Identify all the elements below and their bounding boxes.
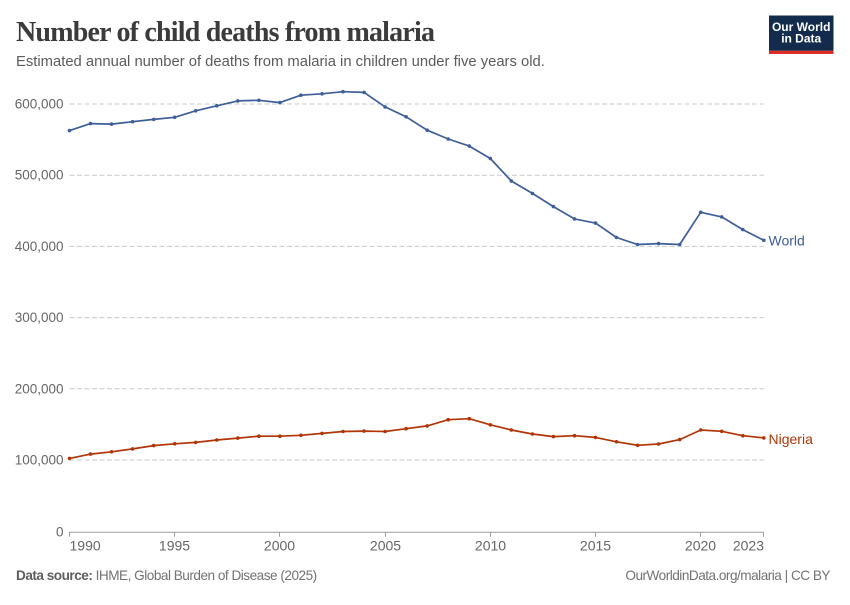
- svg-text:1995: 1995: [159, 538, 190, 554]
- svg-text:600,000: 600,000: [15, 97, 64, 112]
- svg-text:in Data: in Data: [781, 32, 821, 46]
- svg-text:2015: 2015: [580, 538, 611, 554]
- svg-text:OurWorldinData.org/malaria | C: OurWorldinData.org/malaria | CC BY: [625, 568, 830, 583]
- svg-text:2020: 2020: [685, 538, 716, 554]
- svg-text:1990: 1990: [70, 538, 101, 554]
- svg-text:2005: 2005: [370, 538, 401, 554]
- svg-text:2000: 2000: [264, 538, 295, 554]
- svg-text:100,000: 100,000: [15, 453, 64, 468]
- svg-text:200,000: 200,000: [15, 381, 64, 396]
- svg-text:2010: 2010: [475, 538, 506, 554]
- svg-text:0: 0: [56, 525, 64, 540]
- svg-text:500,000: 500,000: [15, 168, 64, 183]
- svg-text:Nigeria: Nigeria: [769, 431, 814, 447]
- svg-text:Our World: Our World: [772, 20, 830, 34]
- svg-text:300,000: 300,000: [15, 310, 64, 325]
- svg-text:400,000: 400,000: [15, 239, 64, 254]
- svg-text:Data source: IHME, Global Burd: Data source: IHME, Global Burden of Dise…: [16, 568, 317, 583]
- svg-text:Number of child deaths from ma: Number of child deaths from malaria: [16, 17, 435, 48]
- svg-text:2023: 2023: [733, 538, 764, 554]
- svg-text:World: World: [769, 233, 805, 249]
- svg-text:Estimated annual number of dea: Estimated annual number of deaths from m…: [16, 54, 545, 70]
